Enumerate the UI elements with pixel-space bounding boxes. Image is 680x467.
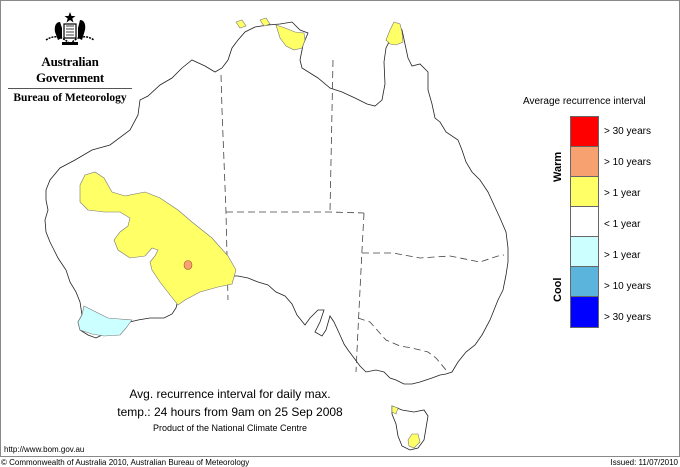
- agency-logo: Australian Government Bureau of Meteorol…: [8, 10, 132, 104]
- legend-label: > 30 years: [604, 126, 651, 137]
- legend-swatch-warm-10: [571, 147, 598, 177]
- legend-swatch-cool-1: [571, 237, 598, 267]
- state-borders: [220, 59, 505, 373]
- legend-swatch-warm-30: [571, 117, 598, 147]
- warm-region-tasmania-nw: [391, 405, 399, 415]
- legend-swatch-cool-10: [571, 267, 598, 297]
- cool-region-southwest: [77, 305, 133, 337]
- coat-of-arms-icon: [45, 12, 95, 46]
- coastline: [44, 21, 509, 385]
- warm-region-top-end-small2: [259, 17, 271, 27]
- copyright-notice: © Commonwealth of Australia 2010, Austra…: [1, 458, 250, 467]
- warm-region-top-end: [275, 24, 306, 51]
- warm-region-cape-york: [385, 21, 404, 46]
- legend-label: > 30 years: [604, 312, 651, 323]
- bureau-name: Bureau of Meteorology: [13, 92, 127, 104]
- legend-label: > 1 year: [604, 188, 641, 199]
- legend-label: > 10 years: [604, 281, 651, 292]
- tasmania: [391, 405, 429, 451]
- map-title-line1: Avg. recurrence interval for daily max.: [129, 387, 331, 401]
- website-link[interactable]: http://www.bom.gov.au: [4, 445, 85, 454]
- map-frame: [0, 0, 680, 457]
- legend-label: > 1 year: [604, 250, 641, 261]
- warm-region-central: [79, 171, 237, 306]
- warm-region-tasmania-s: [407, 433, 421, 449]
- legend-label: > 10 years: [604, 157, 651, 168]
- map-title-line2: temp.: 24 hours from 9am on 25 Sep 2008: [117, 405, 343, 419]
- warm-label: Warm: [552, 151, 564, 182]
- issued-date: Issued: 11/07/2010: [610, 458, 678, 467]
- agency-name: Australian Government: [8, 54, 132, 89]
- product-credit: Product of the National Climate Centre: [152, 423, 308, 433]
- legend-label: < 1 year: [604, 219, 641, 230]
- legend-swatch-neutral: [571, 207, 598, 237]
- legend-swatch-cool-30: [571, 297, 598, 327]
- legend-swatch-warm-1: [571, 177, 598, 207]
- warm-hotspot: [183, 260, 193, 270]
- legend-colorbar: [570, 116, 599, 328]
- cool-label: Cool: [552, 277, 564, 302]
- warm-region-top-end-small: [235, 19, 247, 29]
- legend-title: Average recurrence interval: [523, 96, 646, 107]
